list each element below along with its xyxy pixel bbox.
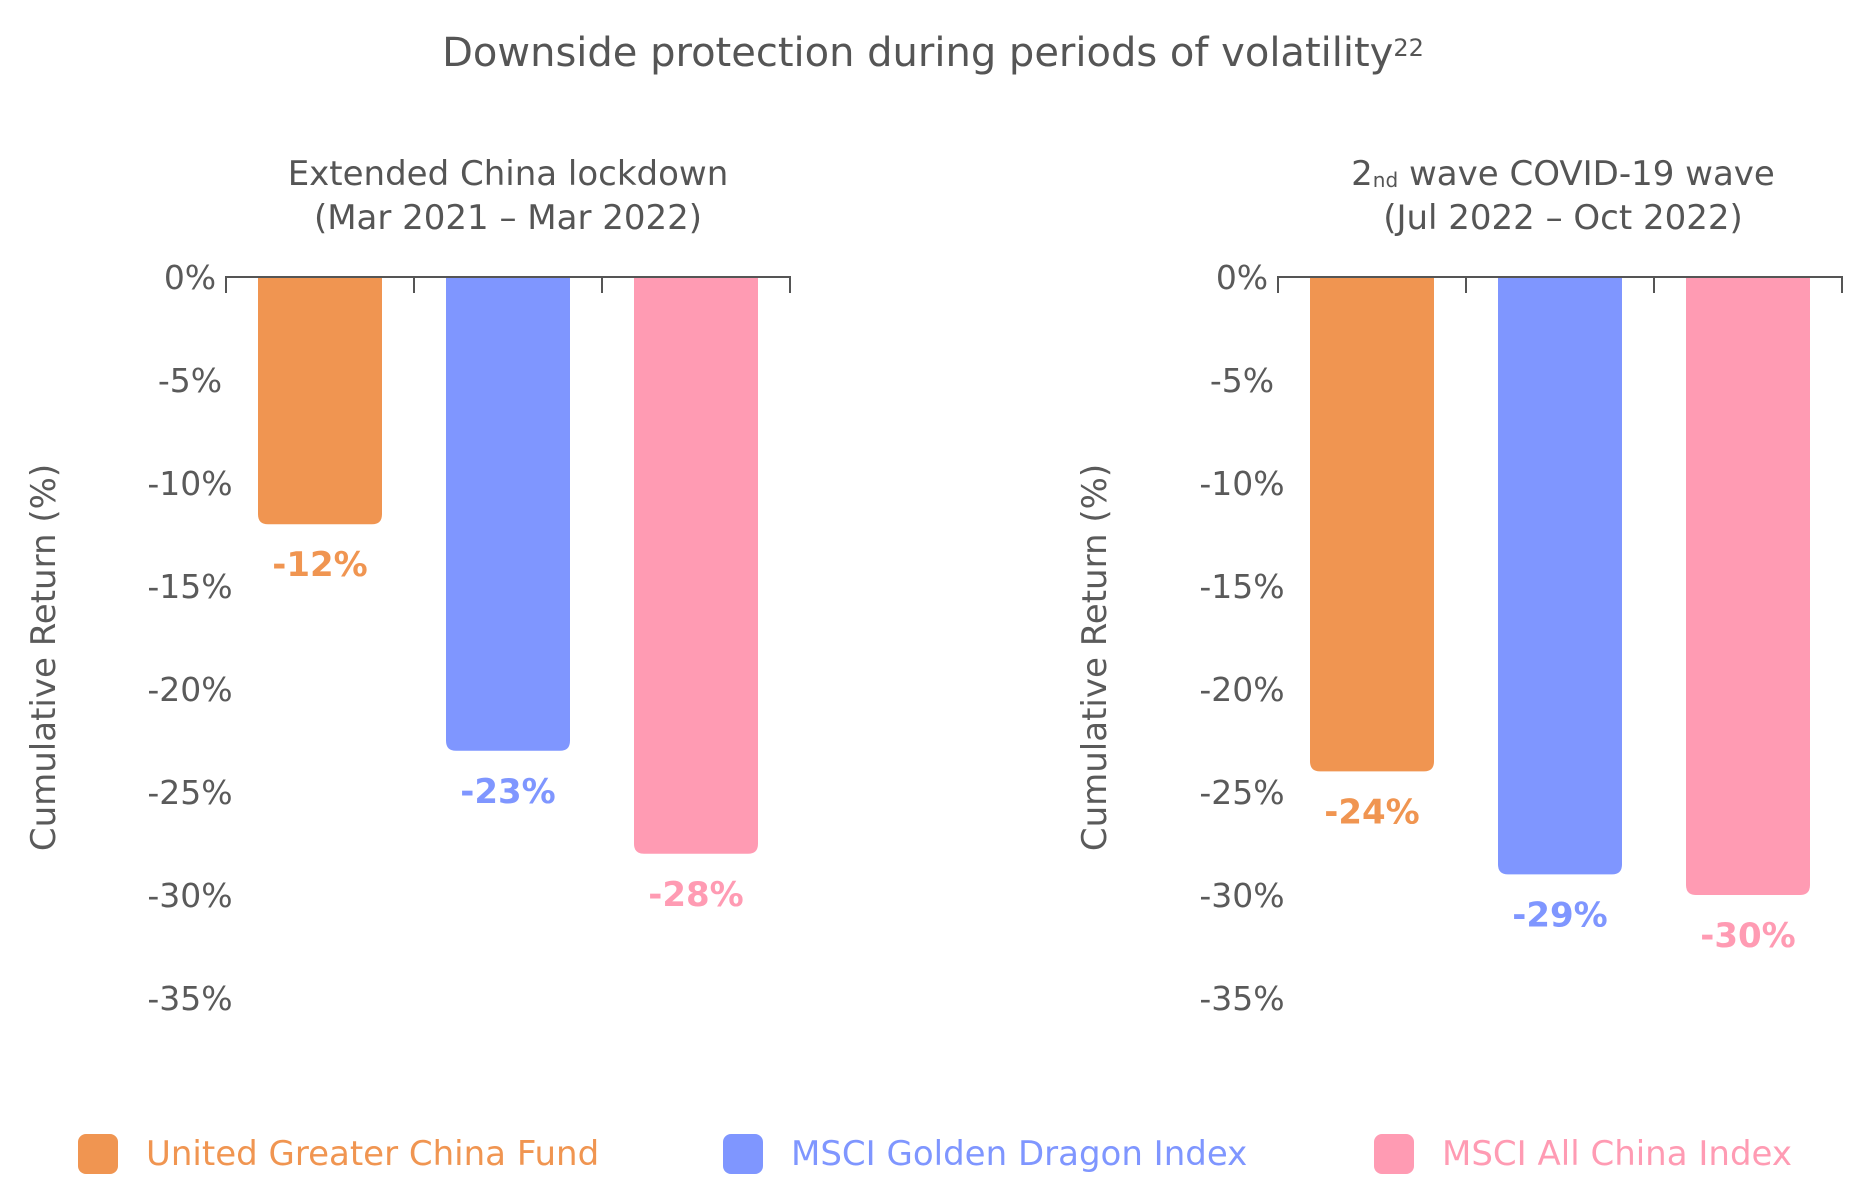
right-ytick-label: -20% [1199,670,1284,709]
right-ytick-label: 0% [1216,258,1268,297]
left-chart-title-line2: (Mar 2021 – Mar 2022) [313,198,703,238]
right-chart-title-line1: 2nd wave COVID-19 wave [1213,152,1866,196]
right-y-axis-label: Cumulative Return (%) [1075,464,1115,851]
right-bar-label-2: -29% [1512,895,1608,935]
left-bar-label-3: -28% [648,875,744,915]
right-chart-title-ordinal: 2 [1351,154,1373,194]
left-ytick-label: -35% [147,979,232,1018]
legend-swatch-fund [78,1134,118,1174]
right-ytick-label: -25% [1199,773,1284,812]
left-bar-2 [446,277,570,751]
left-ytick-label: -10% [147,464,232,503]
left-ytick-label: -25% [147,773,232,812]
right-ytick-label: -10% [1199,464,1284,503]
left-ytick-label: -15% [147,567,232,606]
left-chart-title: Extended China lockdown (Mar 2021 – Mar … [158,152,858,240]
right-chart-title-rest: wave COVID-19 wave [1398,154,1775,194]
figure-title-footnote: 22 [1393,34,1424,62]
legend-label-golden-dragon: MSCI Golden Dragon Index [791,1134,1248,1174]
legend-item-all-china: MSCI All China Index [1374,1134,1792,1174]
right-ytick-label: -5% [1210,361,1274,400]
left-bar-label-2: -23% [460,772,556,812]
legend-label-all-china: MSCI All China Index [1442,1134,1792,1174]
right-bar-1 [1310,277,1434,772]
right-ytick-label: -30% [1199,876,1284,915]
legend-swatch-golden-dragon [723,1134,763,1174]
right-chart-title: 2nd wave COVID-19 wave (Jul 2022 – Oct 2… [1213,152,1866,240]
left-ytick-label: -30% [147,876,232,915]
figure-title: Downside protection during periods of vo… [0,30,1866,76]
left-bar-1 [258,277,382,525]
left-bar-3 [634,277,758,854]
left-bar-label-1: -12% [272,545,368,585]
right-bar-3 [1686,277,1810,895]
figure-title-text: Downside protection during periods of vo… [442,30,1394,76]
right-ytick-label: -15% [1199,567,1284,606]
left-ytick-label: -5% [158,361,222,400]
left-y-axis-label: Cumulative Return (%) [24,464,64,851]
right-chart-title-line2: (Jul 2022 – Oct 2022) [1383,198,1743,238]
legend-swatch-all-china [1374,1134,1414,1174]
right-chart-title-ordinal-suffix: nd [1372,168,1399,192]
right-bar-label-3: -30% [1700,916,1796,956]
right-ytick-label: -35% [1199,979,1284,1018]
legend-item-fund: United Greater China Fund [78,1134,599,1174]
right-bar-2 [1498,277,1622,875]
legend-item-golden-dragon: MSCI Golden Dragon Index [723,1134,1247,1174]
left-chart-title-line1: Extended China lockdown [287,154,729,194]
legend-label-fund: United Greater China Fund [146,1134,600,1174]
right-bar-label-1: -24% [1324,792,1420,832]
left-ytick-label: 0% [164,258,216,297]
left-ytick-label: -20% [147,670,232,709]
